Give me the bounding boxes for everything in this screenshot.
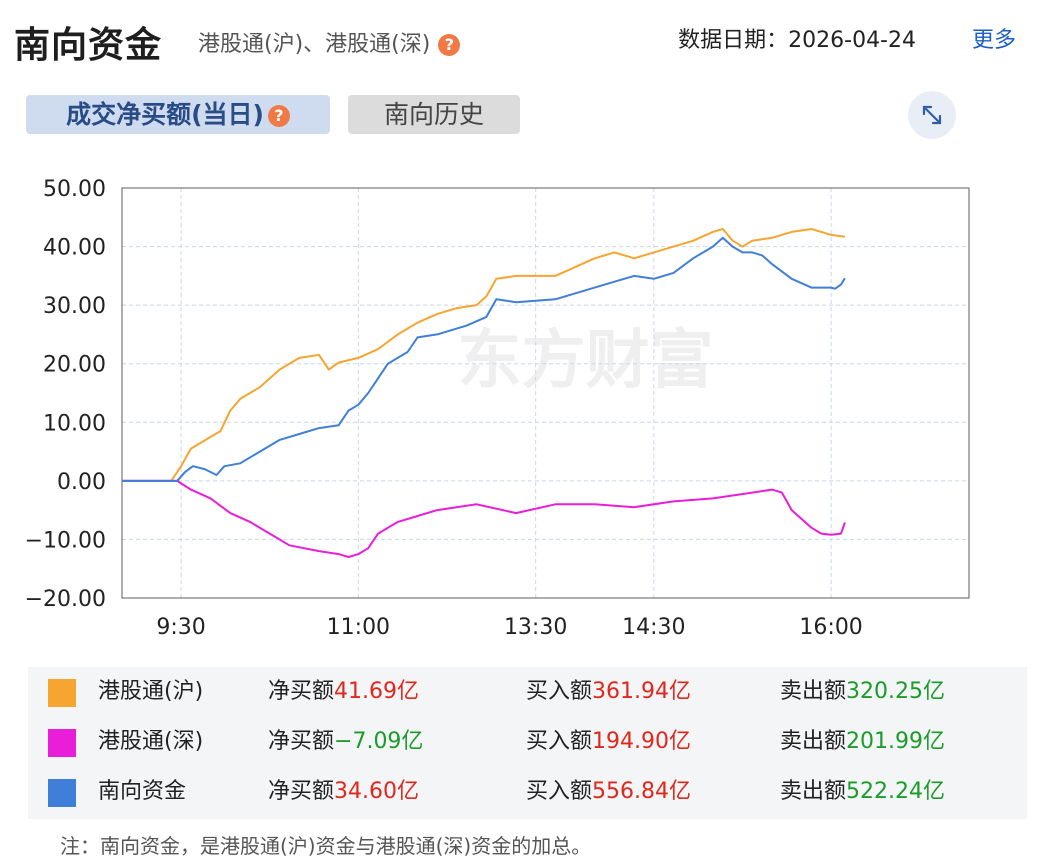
x-tick-label: 9:30 [156, 615, 205, 640]
date-value: 2026-04-24 [788, 28, 916, 53]
y-tick-label: 10.00 [43, 411, 106, 436]
buy-amount: 买入额361.94亿 [526, 667, 691, 717]
x-tick-label: 14:30 [622, 615, 685, 640]
y-tick-label: −20.00 [25, 587, 106, 612]
y-tick-label: 0.00 [57, 470, 106, 495]
series-line [122, 479, 846, 558]
x-tick-label: 11:00 [327, 615, 390, 640]
y-tick-label: 30.00 [43, 294, 106, 319]
net-buy-label: 净买额 [268, 779, 335, 804]
series-line [122, 228, 846, 482]
expand-icon [922, 105, 942, 125]
y-tick-label: −10.00 [25, 528, 106, 553]
date-label: 数据日期： [678, 28, 789, 53]
subtitle-text: 港股通(沪)、港股通(深) [198, 32, 431, 57]
sell-amount: 卖出额522.24亿 [780, 767, 945, 817]
buy-amount-value: 556.84亿 [592, 779, 691, 804]
legend-swatch [48, 729, 76, 757]
x-tick-label: 16:00 [799, 615, 862, 640]
legend-table: 港股通(沪) 净买额41.69亿 买入额361.94亿 卖出额320.25亿 港股通(深… [28, 667, 1027, 819]
sell-amount-label: 卖出额 [780, 779, 847, 804]
tab-net-buy-today[interactable]: 成交净买额(当日)? [26, 95, 330, 134]
footnote: 注：南向资金，是港股通(沪)资金与港股通(深)资金的加总。 [60, 834, 592, 858]
more-link[interactable]: 更多 [971, 28, 1016, 53]
sell-amount: 卖出额320.25亿 [780, 667, 945, 717]
net-buy-label: 净买额 [268, 729, 335, 754]
plot-frame [121, 187, 970, 599]
y-tick-label: 40.00 [43, 236, 106, 261]
legend-row: 南向资金 净买额34.60亿 买入额556.84亿 卖出额522.24亿 [28, 767, 1027, 817]
net-buy: 净买额41.69亿 [268, 667, 419, 717]
buy-amount-value: 194.90亿 [592, 729, 691, 754]
buy-amount-value: 361.94亿 [592, 679, 691, 704]
subtitle: 港股通(沪)、港股通(深)? [198, 26, 461, 58]
buy-amount: 买入额194.90亿 [526, 717, 691, 767]
tab-southbound-history[interactable]: 南向历史 [348, 95, 520, 134]
net-buy: 净买额34.60亿 [268, 767, 419, 817]
net-buy-line-chart: 东方财富 50.00 40.00 30.00 20.00 10.00 0.00 −10.00 −… [25, 177, 970, 640]
buy-amount-label: 买入额 [526, 679, 593, 704]
net-buy-label: 净买额 [268, 679, 335, 704]
sell-amount-value: 201.99亿 [846, 729, 945, 754]
buy-amount-label: 买入额 [526, 779, 593, 804]
sell-amount-label: 卖出额 [780, 679, 847, 704]
y-tick-label: 50.00 [43, 177, 106, 202]
legend-swatch [48, 679, 76, 707]
sell-amount: 卖出额201.99亿 [780, 717, 945, 767]
legend-series-name: 南向资金 [98, 779, 187, 804]
legend-swatch [48, 779, 76, 807]
buy-amount: 买入额556.84亿 [526, 767, 691, 817]
expand-button[interactable] [908, 91, 956, 139]
page-title: 南向资金 [14, 25, 163, 66]
net-buy-value: 41.69亿 [334, 679, 419, 704]
net-buy-value: 34.60亿 [334, 779, 419, 804]
watermark: 东方财富 [458, 324, 714, 398]
legend-row: 港股通(深) 净买额−7.09亿 买入额194.90亿 卖出额201.99亿 [28, 717, 1027, 767]
sell-amount-value: 522.24亿 [846, 779, 945, 804]
x-tick-label: 13:30 [504, 615, 567, 640]
net-buy-value: −7.09亿 [334, 729, 424, 754]
y-tick-label: 20.00 [43, 353, 106, 378]
legend-series-name: 港股通(深) [98, 729, 204, 754]
help-icon[interactable]: ? [267, 105, 290, 127]
help-icon[interactable]: ? [438, 34, 461, 56]
legend-series-name: 港股通(沪) [98, 679, 204, 704]
tab-label: 成交净买额(当日) [66, 100, 264, 129]
net-buy: 净买额−7.09亿 [268, 717, 423, 767]
sell-amount-label: 卖出额 [780, 729, 847, 754]
sell-amount-value: 320.25亿 [846, 679, 945, 704]
legend-row: 港股通(沪) 净买额41.69亿 买入额361.94亿 卖出额320.25亿 [28, 667, 1027, 717]
data-date: 数据日期：2026-04-24 [678, 22, 916, 54]
buy-amount-label: 买入额 [526, 729, 593, 754]
series-line [122, 236, 846, 482]
